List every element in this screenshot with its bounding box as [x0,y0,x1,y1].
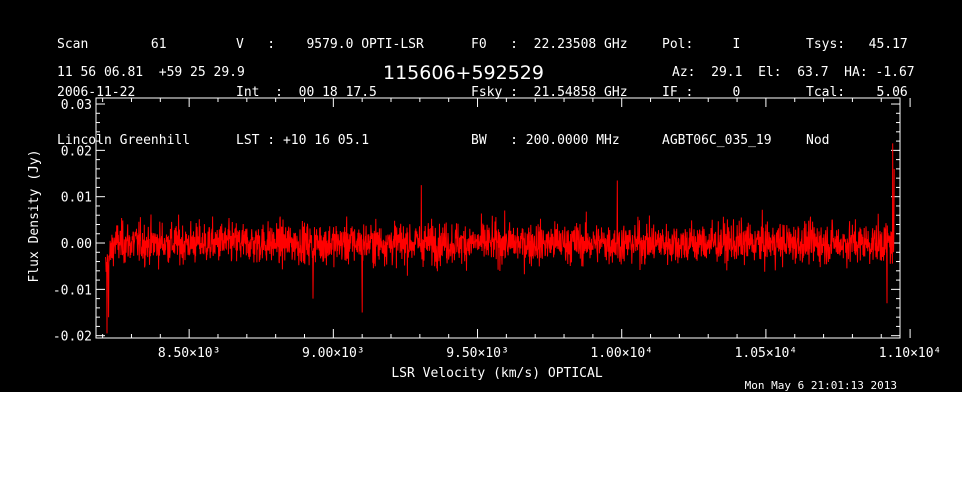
date-line: 2006-11-22 [57,85,136,100]
spectrum-chart: 8.50×10³ 9.00×10³ 9.50×10³ 1.00×10⁴ 1.05×10⁴… [27,97,942,392]
pol-line: Pol: I [662,37,741,52]
f0-line: F0 : 22.23508 GHz [471,37,628,52]
x-tick-label: 1.10×10⁴ [879,346,942,361]
y-axis-label: Flux Density (Jy) [27,149,42,282]
spectrum-trace [105,143,895,334]
bw-line: BW : 200.0000 MHz [471,133,620,148]
plot-frame [95,97,901,339]
spectrum-line [105,143,895,334]
header-col5: Tsys: 45.17 Tcal: 5.06 Nod [806,5,908,181]
header-col4: Pol: I IF : 0 AGBT06C_035_19 [662,5,772,181]
header-col2: V : 9579.0 OPTI-LSR Int : 00 18 17.5 LST… [236,5,424,181]
x-tick-label: 1.05×10⁴ [735,346,798,361]
timestamp: Mon May 6 21:01:13 2013 [745,379,897,392]
x-axis-label: LSR Velocity (km/s) OPTICAL [391,366,602,381]
if-line: IF : 0 [662,85,741,100]
y-tick-label: -0.01 [53,283,92,298]
y-tick-label: 0.02 [61,144,92,159]
y-tick-labels: -0.02 -0.01 0.00 0.01 0.02 0.03 [53,98,92,345]
velocity-line: V : 9579.0 OPTI-LSR [236,37,424,52]
x-tick-labels: 8.50×10³ 9.00×10³ 9.50×10³ 1.00×10⁴ 1.05×10⁴… [158,346,942,361]
observer-line: Lincoln Greenhill [57,133,191,148]
x-tick-label: 9.50×10³ [446,346,509,361]
x-tick-label: 9.00×10³ [302,346,365,361]
tsys-line: Tsys: 45.17 [806,37,908,52]
integration-line: Int : 00 18 17.5 [236,85,377,100]
scan-line: Scan 61 [57,37,167,52]
fsky-line: Fsky : 21.54858 GHz [471,85,628,100]
coordinates: 11 56 06.81 +59 25 29.9 [57,65,245,80]
y-tick-label: 0.00 [61,237,92,252]
az-el-ha: Az: 29.1 El: 63.7 HA: -1.67 [672,65,915,80]
plot-panel: Scan 61 2006-11-22 Lincoln Greenhill V :… [0,0,962,392]
nod-line: Nod [806,133,830,148]
chart-axes [95,97,911,339]
header-col3: F0 : 22.23508 GHz Fsky : 21.54858 GHz BW… [471,5,628,181]
x-tick-label: 1.00×10⁴ [590,346,653,361]
y-tick-label: -0.02 [53,330,92,345]
y-tick-label: 0.03 [61,98,92,113]
header-col1: Scan 61 2006-11-22 Lincoln Greenhill [57,5,190,181]
tcal-line: Tcal: 5.06 [806,85,908,100]
lst-line: LST : +10 16 05.1 [236,133,370,148]
project-line: AGBT06C_035_19 [662,133,772,148]
source-title: 115606+592529 [383,62,544,84]
x-tick-label: 8.50×10³ [158,346,221,361]
y-tick-label: 0.01 [61,191,92,206]
